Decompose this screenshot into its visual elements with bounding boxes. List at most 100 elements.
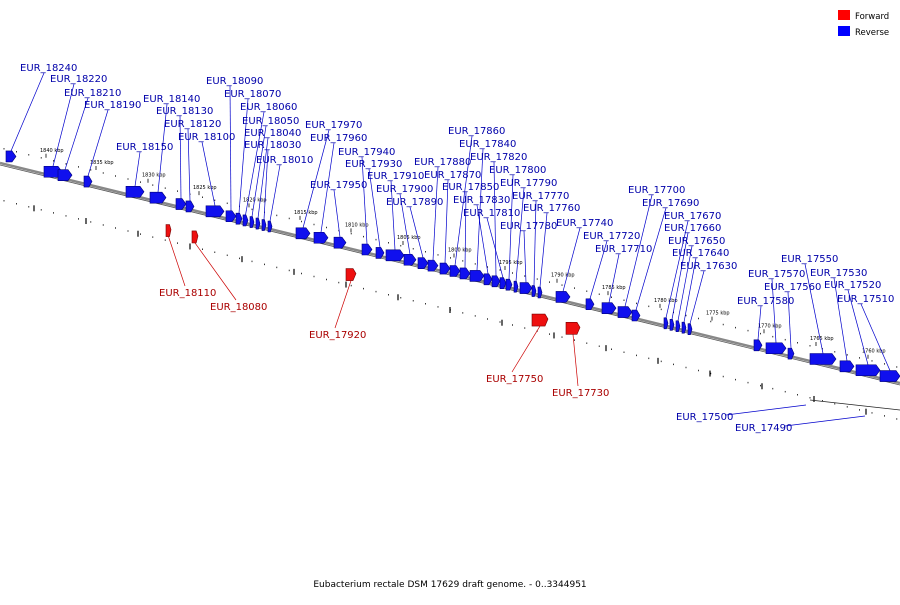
gene-label-eur-17490[interactable]: EUR_17490 bbox=[735, 423, 792, 434]
gene-glyph-eur-17950[interactable] bbox=[333, 236, 347, 249]
gene-glyph-eur-17910[interactable] bbox=[385, 249, 405, 262]
gene-label-eur-18210[interactable]: EUR_18210 bbox=[64, 88, 121, 99]
gene-label-eur-17580[interactable]: EUR_17580 bbox=[737, 296, 794, 307]
gene-label-eur-18240[interactable]: EUR_18240 bbox=[20, 63, 77, 74]
gene-label-eur-17690[interactable]: EUR_17690 bbox=[642, 198, 699, 209]
gene-label-eur-17820[interactable]: EUR_17820 bbox=[470, 152, 527, 163]
gene-glyph-eur-17970[interactable] bbox=[295, 227, 311, 240]
gene-glyph-eur-17760[interactable] bbox=[537, 286, 543, 299]
gene-label-eur-17560[interactable]: EUR_17560 bbox=[764, 282, 821, 293]
gene-label-eur-17740[interactable]: EUR_17740 bbox=[556, 218, 613, 229]
gene-glyph-eur-17830[interactable] bbox=[483, 273, 493, 286]
gene-glyph-eur-18130[interactable] bbox=[175, 198, 187, 210]
gene-glyph-eur-18240[interactable] bbox=[5, 150, 17, 163]
gene-glyph-eur-17960[interactable] bbox=[313, 231, 329, 244]
gene-label-eur-17770[interactable]: EUR_17770 bbox=[512, 191, 569, 202]
gene-label-eur-18040[interactable]: EUR_18040 bbox=[244, 128, 301, 139]
gene-glyph-eur-18050[interactable] bbox=[249, 216, 255, 228]
gene-glyph-eur-17670[interactable] bbox=[663, 317, 669, 330]
gene-label-eur-17730[interactable]: EUR_17730 bbox=[552, 388, 609, 399]
gene-glyph-eur-17790[interactable] bbox=[513, 280, 519, 293]
gene-label-eur-18010[interactable]: EUR_18010 bbox=[256, 155, 313, 166]
gene-glyph-eur-17750[interactable] bbox=[531, 313, 549, 327]
gene-label-eur-18080[interactable]: EUR_18080 bbox=[210, 302, 267, 313]
gene-label-eur-17520[interactable]: EUR_17520 bbox=[824, 280, 881, 291]
gene-label-eur-17790[interactable]: EUR_17790 bbox=[500, 178, 557, 189]
gene-label-eur-17860[interactable]: EUR_17860 bbox=[448, 126, 505, 137]
gene-glyph-eur-17740[interactable] bbox=[555, 291, 571, 303]
gene-glyph-eur-17710[interactable] bbox=[601, 302, 617, 314]
gene-glyph-eur-17530[interactable] bbox=[839, 360, 855, 373]
gene-glyph-eur-18010[interactable] bbox=[267, 220, 273, 233]
gene-glyph-eur-17770[interactable] bbox=[531, 285, 537, 297]
gene-label-eur-17650[interactable]: EUR_17650 bbox=[668, 236, 725, 247]
gene-glyph-eur-18110[interactable] bbox=[165, 224, 172, 237]
gene-glyph-eur-18080[interactable] bbox=[191, 230, 199, 244]
gene-glyph-eur-18210[interactable] bbox=[57, 169, 73, 181]
gene-glyph-eur-17730[interactable] bbox=[565, 322, 581, 335]
gene-glyph-eur-17810[interactable] bbox=[499, 277, 507, 290]
gene-glyph-eur-17630[interactable] bbox=[687, 323, 693, 335]
gene-label-eur-17530[interactable]: EUR_17530 bbox=[810, 268, 867, 279]
gene-glyph-eur-17780[interactable] bbox=[519, 282, 533, 294]
gene-label-eur-18050[interactable]: EUR_18050 bbox=[242, 116, 299, 127]
gene-label-eur-17800[interactable]: EUR_17800 bbox=[489, 165, 546, 176]
gene-glyph-eur-17890[interactable] bbox=[417, 257, 429, 269]
gene-label-eur-17950[interactable]: EUR_17950 bbox=[310, 180, 367, 191]
gene-label-eur-17660[interactable]: EUR_17660 bbox=[664, 223, 721, 234]
gene-label-eur-17850[interactable]: EUR_17850 bbox=[442, 182, 499, 193]
gene-label-eur-17920[interactable]: EUR_17920 bbox=[309, 330, 366, 341]
gene-glyph-eur-17570[interactable] bbox=[765, 342, 787, 355]
gene-label-eur-17930[interactable]: EUR_17930 bbox=[345, 159, 402, 170]
gene-label-eur-17830[interactable]: EUR_17830 bbox=[453, 195, 510, 206]
gene-glyph-eur-18150[interactable] bbox=[125, 186, 145, 198]
gene-label-eur-17700[interactable]: EUR_17700 bbox=[628, 185, 685, 196]
gene-label-eur-17780[interactable]: EUR_17780 bbox=[500, 221, 557, 232]
gene-glyph-eur-18070[interactable] bbox=[235, 212, 243, 225]
gene-label-eur-18150[interactable]: EUR_18150 bbox=[116, 142, 173, 153]
gene-glyph-eur-17860[interactable] bbox=[449, 265, 461, 277]
gene-label-eur-18140[interactable]: EUR_18140 bbox=[143, 94, 200, 105]
gene-glyph-eur-17660[interactable] bbox=[669, 318, 675, 331]
gene-glyph-eur-17920[interactable] bbox=[345, 268, 357, 281]
gene-glyph-eur-17640[interactable] bbox=[681, 321, 687, 334]
gene-label-eur-17760[interactable]: EUR_17760 bbox=[523, 203, 580, 214]
gene-label-eur-18190[interactable]: EUR_18190 bbox=[84, 100, 141, 111]
gene-label-eur-17900[interactable]: EUR_17900 bbox=[376, 184, 433, 195]
gene-glyph-eur-18030[interactable] bbox=[261, 219, 267, 231]
gene-label-eur-17880[interactable]: EUR_17880 bbox=[414, 157, 471, 168]
gene-label-eur-17940[interactable]: EUR_17940 bbox=[338, 147, 395, 158]
gene-label-eur-17870[interactable]: EUR_17870 bbox=[424, 170, 481, 181]
gene-glyph-eur-18190[interactable] bbox=[83, 175, 93, 188]
gene-label-eur-18100[interactable]: EUR_18100 bbox=[178, 132, 235, 143]
gene-label-eur-18120[interactable]: EUR_18120 bbox=[164, 119, 221, 130]
gene-label-eur-18070[interactable]: EUR_18070 bbox=[224, 89, 281, 100]
gene-label-eur-18030[interactable]: EUR_18030 bbox=[244, 140, 301, 151]
gene-label-eur-17630[interactable]: EUR_17630 bbox=[680, 261, 737, 272]
gene-glyph-eur-17820[interactable] bbox=[491, 275, 501, 288]
gene-glyph-eur-17650[interactable] bbox=[675, 320, 681, 333]
gene-label-eur-17750[interactable]: EUR_17750 bbox=[486, 374, 543, 385]
gene-label-eur-17890[interactable]: EUR_17890 bbox=[386, 197, 443, 208]
gene-glyph-eur-17690[interactable] bbox=[631, 309, 641, 322]
gene-label-eur-17550[interactable]: EUR_17550 bbox=[781, 254, 838, 265]
gene-glyph-eur-17930[interactable] bbox=[375, 247, 385, 259]
gene-label-eur-18130[interactable]: EUR_18130 bbox=[156, 106, 213, 117]
gene-label-eur-17840[interactable]: EUR_17840 bbox=[459, 139, 516, 150]
gene-glyph-eur-17720[interactable] bbox=[585, 298, 595, 311]
gene-glyph-eur-17840[interactable] bbox=[469, 270, 485, 282]
gene-glyph-eur-17520[interactable] bbox=[855, 364, 881, 377]
gene-label-eur-17640[interactable]: EUR_17640 bbox=[672, 248, 729, 259]
gene-glyph-eur-17870[interactable] bbox=[439, 262, 451, 275]
gene-glyph-eur-17880[interactable] bbox=[427, 259, 439, 272]
gene-glyph-eur-17900[interactable] bbox=[403, 253, 417, 266]
gene-glyph-eur-17700[interactable] bbox=[617, 306, 633, 318]
gene-label-eur-17570[interactable]: EUR_17570 bbox=[748, 269, 805, 280]
gene-label-eur-17720[interactable]: EUR_17720 bbox=[583, 231, 640, 242]
gene-glyph-eur-18100[interactable] bbox=[205, 205, 225, 218]
gene-glyph-eur-17550[interactable] bbox=[809, 353, 837, 365]
gene-glyph-eur-17510[interactable] bbox=[879, 370, 900, 382]
gene-glyph-eur-17850[interactable] bbox=[459, 267, 471, 280]
gene-glyph-eur-18090[interactable] bbox=[225, 210, 237, 223]
gene-glyph-eur-17800[interactable] bbox=[505, 278, 513, 291]
